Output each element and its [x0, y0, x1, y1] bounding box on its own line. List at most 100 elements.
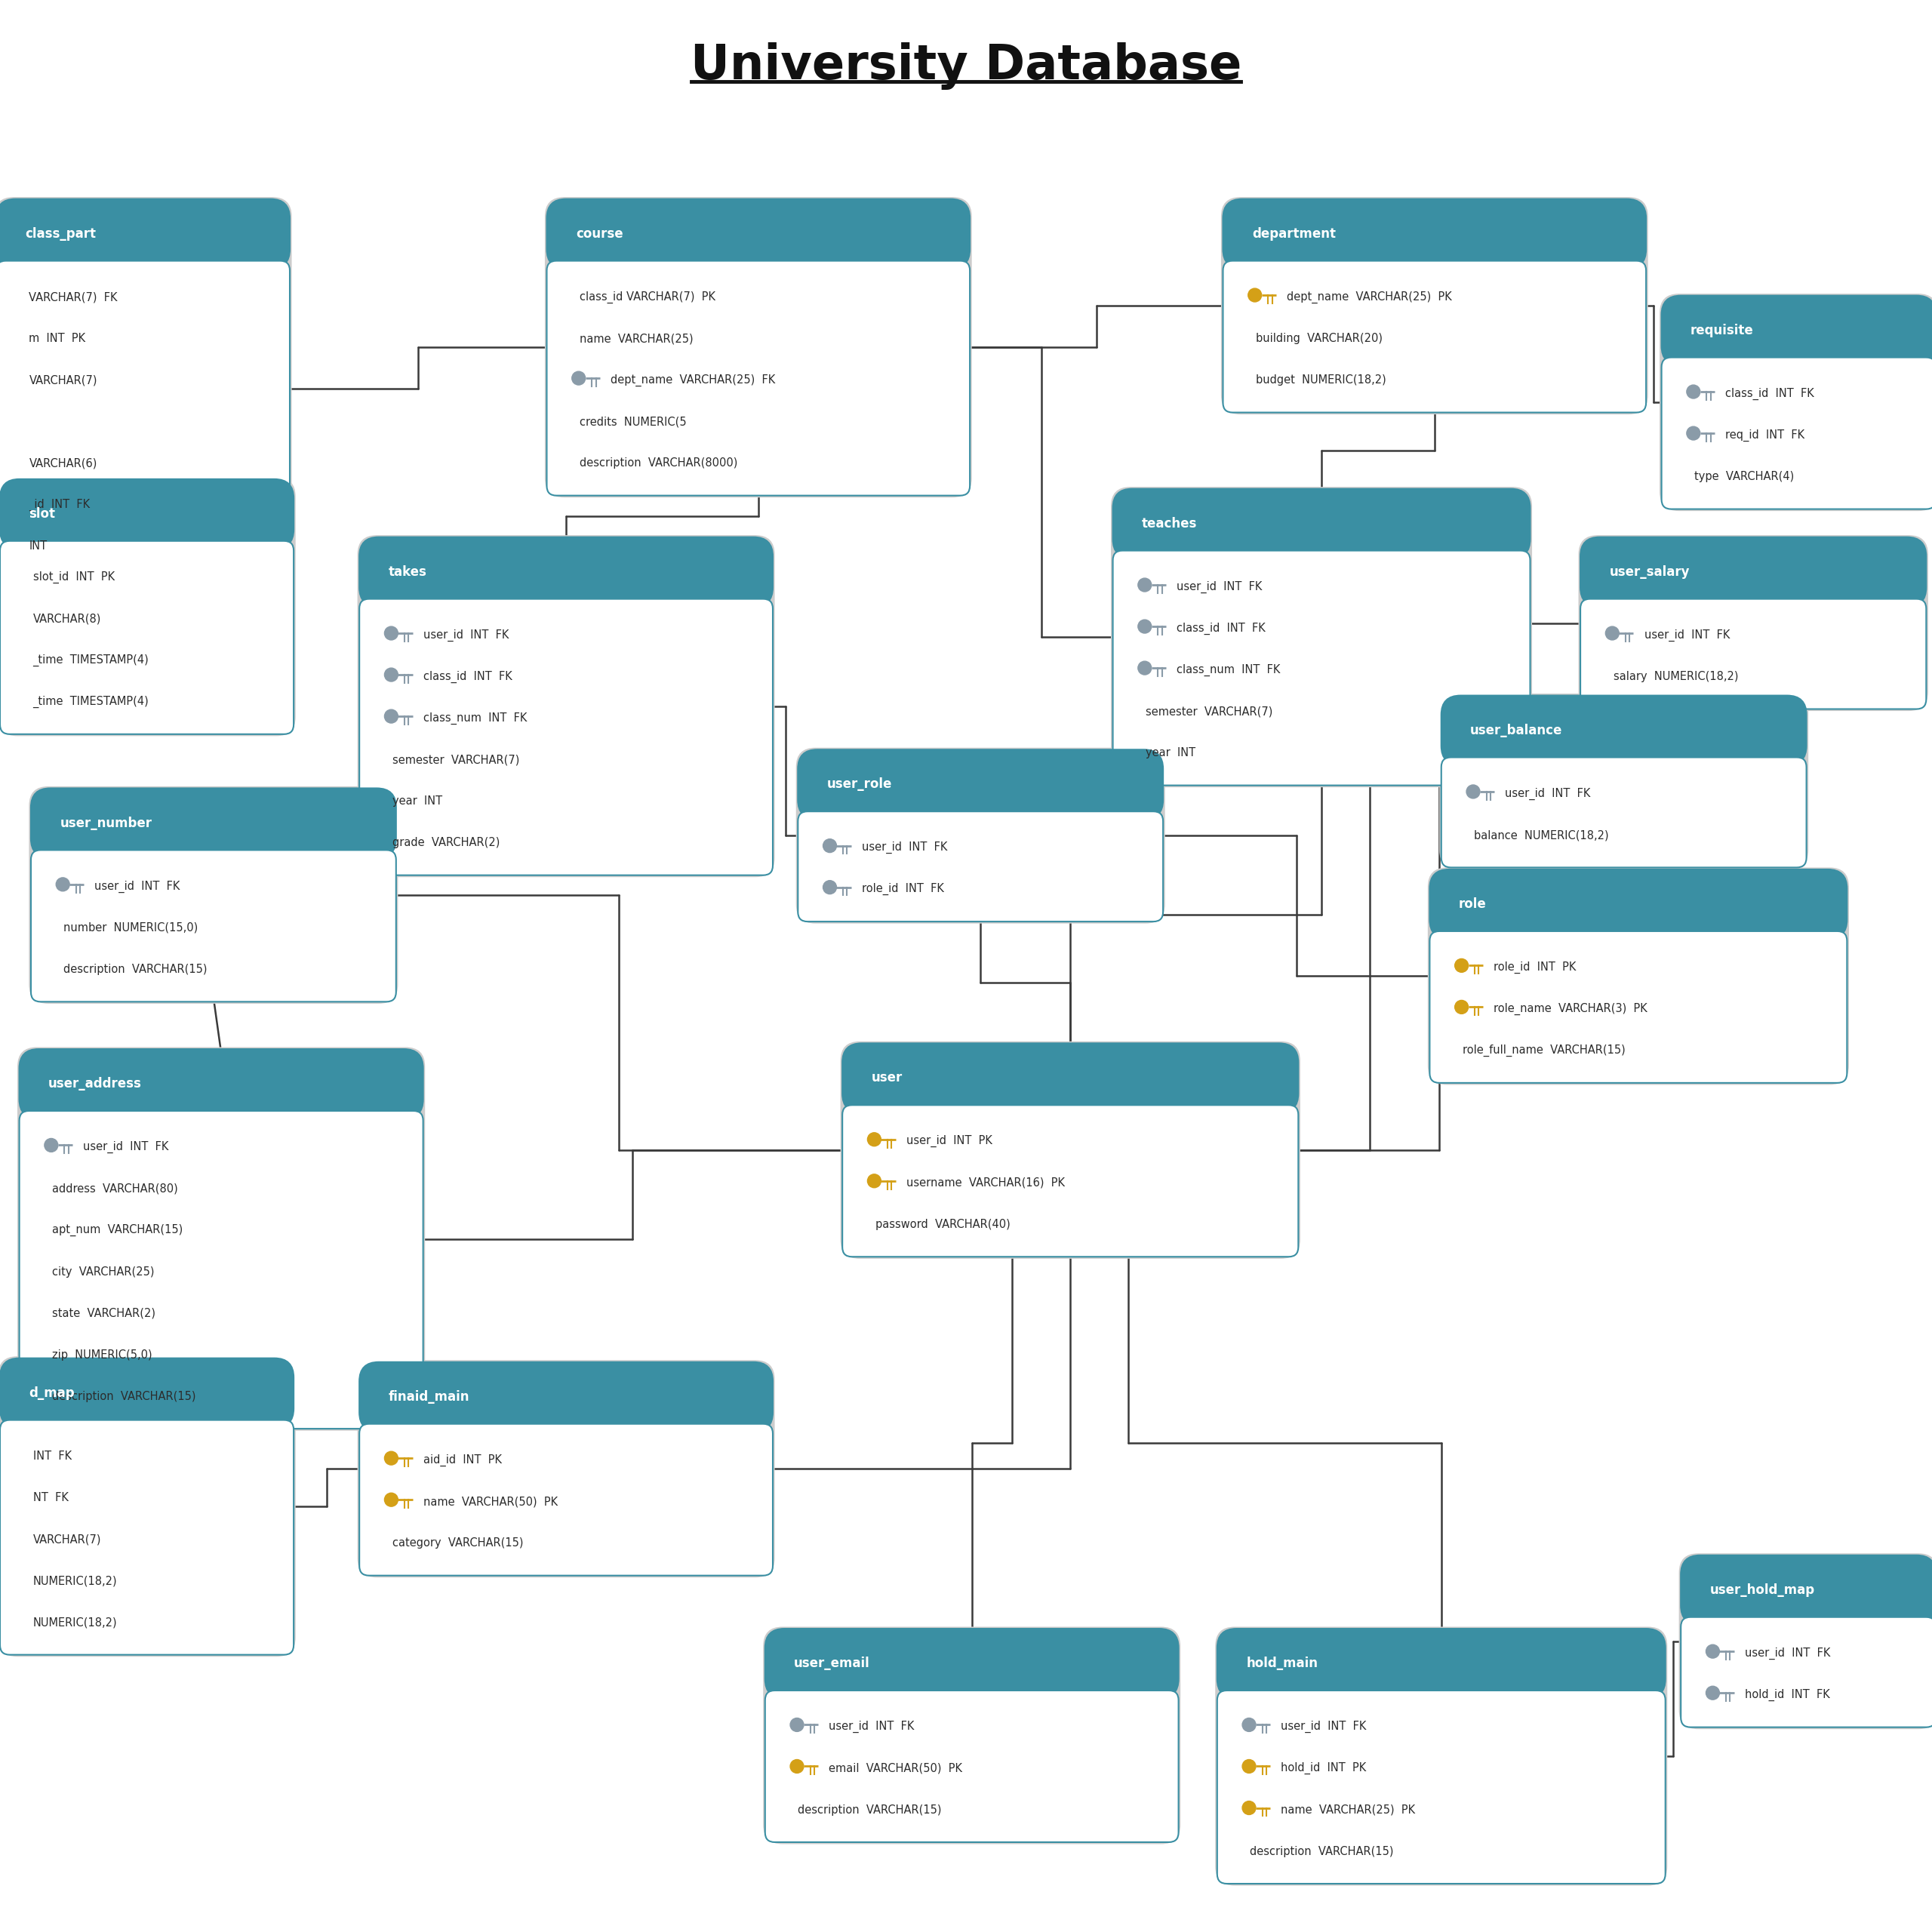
FancyBboxPatch shape	[0, 199, 290, 269]
Circle shape	[572, 371, 585, 384]
Text: number  NUMERIC(15,0): number NUMERIC(15,0)	[64, 922, 199, 933]
FancyBboxPatch shape	[359, 1362, 773, 1432]
Text: description  VARCHAR(8000): description VARCHAR(8000)	[580, 458, 738, 469]
Circle shape	[44, 1138, 58, 1151]
FancyBboxPatch shape	[842, 1043, 1298, 1113]
Text: username  VARCHAR(16)  PK: username VARCHAR(16) PK	[906, 1177, 1065, 1188]
Text: user_salary: user_salary	[1609, 564, 1690, 580]
FancyBboxPatch shape	[545, 197, 972, 498]
FancyBboxPatch shape	[798, 811, 1163, 922]
Text: INT: INT	[29, 541, 46, 553]
Text: name  VARCHAR(25): name VARCHAR(25)	[580, 332, 694, 344]
FancyBboxPatch shape	[842, 1105, 1298, 1258]
Circle shape	[1138, 620, 1151, 634]
FancyBboxPatch shape	[765, 1690, 1179, 1843]
Text: role_full_name  VARCHAR(15): role_full_name VARCHAR(15)	[1463, 1045, 1625, 1057]
FancyBboxPatch shape	[359, 1424, 773, 1577]
Text: VARCHAR(8): VARCHAR(8)	[33, 612, 100, 624]
FancyBboxPatch shape	[1662, 357, 1932, 510]
FancyBboxPatch shape	[359, 599, 773, 875]
Circle shape	[1248, 288, 1262, 301]
FancyBboxPatch shape	[796, 748, 1165, 923]
Circle shape	[867, 1175, 881, 1188]
Circle shape	[790, 1718, 804, 1731]
Circle shape	[867, 1132, 881, 1146]
FancyBboxPatch shape	[1223, 199, 1646, 269]
FancyBboxPatch shape	[1217, 1629, 1665, 1698]
FancyBboxPatch shape	[0, 1420, 294, 1654]
Text: budget  NUMERIC(18,2): budget NUMERIC(18,2)	[1256, 375, 1385, 386]
Text: description  VARCHAR(15): description VARCHAR(15)	[1250, 1845, 1393, 1857]
FancyBboxPatch shape	[1111, 487, 1532, 788]
Text: credits  NUMERIC(5: credits NUMERIC(5	[580, 415, 686, 427]
Text: class_num  INT  FK: class_num INT FK	[423, 713, 527, 724]
Text: finaid_main: finaid_main	[388, 1389, 469, 1405]
Circle shape	[1138, 661, 1151, 674]
Text: _time  TIMESTAMP(4): _time TIMESTAMP(4)	[33, 655, 149, 667]
Text: class_num  INT  FK: class_num INT FK	[1177, 665, 1281, 676]
Text: type  VARCHAR(4): type VARCHAR(4)	[1694, 471, 1795, 483]
Text: user_id  INT  FK: user_id INT FK	[1281, 1721, 1366, 1733]
FancyBboxPatch shape	[1660, 294, 1932, 512]
FancyBboxPatch shape	[1113, 489, 1530, 558]
Text: hold_id  INT  FK: hold_id INT FK	[1745, 1689, 1830, 1700]
FancyBboxPatch shape	[1217, 1690, 1665, 1884]
FancyBboxPatch shape	[0, 541, 294, 734]
Text: VARCHAR(7): VARCHAR(7)	[29, 375, 97, 386]
Text: name  VARCHAR(50)  PK: name VARCHAR(50) PK	[423, 1495, 558, 1507]
Text: semester  VARCHAR(7): semester VARCHAR(7)	[1146, 705, 1273, 717]
Text: user_hold_map: user_hold_map	[1710, 1582, 1814, 1598]
Text: name  VARCHAR(25)  PK: name VARCHAR(25) PK	[1281, 1804, 1416, 1816]
Text: class_id  INT  FK: class_id INT FK	[423, 670, 512, 682]
Text: teaches: teaches	[1142, 516, 1198, 531]
FancyBboxPatch shape	[357, 1360, 775, 1577]
Text: user_balance: user_balance	[1470, 723, 1563, 738]
Text: role_id  INT  FK: role_id INT FK	[862, 883, 945, 895]
Text: user_address: user_address	[48, 1076, 141, 1092]
Text: user_id  INT  FK: user_id INT FK	[862, 842, 947, 854]
Text: class_id VARCHAR(7)  PK: class_id VARCHAR(7) PK	[580, 292, 715, 303]
Text: address  VARCHAR(80): address VARCHAR(80)	[52, 1182, 178, 1194]
Text: dept_name  VARCHAR(25)  FK: dept_name VARCHAR(25) FK	[611, 375, 775, 386]
FancyBboxPatch shape	[17, 1047, 425, 1430]
Text: slot: slot	[29, 506, 56, 522]
Text: user: user	[871, 1070, 902, 1086]
Text: user_number: user_number	[60, 815, 153, 831]
Circle shape	[823, 838, 837, 852]
Text: user_id  INT  FK: user_id INT FK	[1644, 630, 1729, 641]
FancyBboxPatch shape	[0, 1358, 294, 1428]
FancyBboxPatch shape	[1215, 1627, 1667, 1886]
FancyBboxPatch shape	[1113, 551, 1530, 784]
Circle shape	[1706, 1644, 1719, 1658]
FancyBboxPatch shape	[29, 786, 398, 1005]
Text: dept_name  VARCHAR(25)  PK: dept_name VARCHAR(25) PK	[1287, 292, 1451, 303]
FancyBboxPatch shape	[1430, 931, 1847, 1082]
Text: year  INT: year INT	[1146, 748, 1196, 759]
Text: req_id  INT  FK: req_id INT FK	[1725, 429, 1804, 440]
FancyBboxPatch shape	[1578, 535, 1928, 711]
FancyBboxPatch shape	[547, 199, 970, 269]
FancyBboxPatch shape	[840, 1041, 1300, 1260]
Text: description  VARCHAR(15): description VARCHAR(15)	[798, 1804, 941, 1816]
Text: VARCHAR(7)  FK: VARCHAR(7) FK	[29, 292, 118, 303]
Text: email  VARCHAR(50)  PK: email VARCHAR(50) PK	[829, 1762, 962, 1774]
Circle shape	[384, 709, 398, 723]
FancyBboxPatch shape	[1580, 537, 1926, 607]
FancyBboxPatch shape	[1430, 869, 1847, 939]
Circle shape	[790, 1760, 804, 1774]
Text: hold_main: hold_main	[1246, 1656, 1318, 1671]
Text: course: course	[576, 226, 622, 242]
Text: state  VARCHAR(2): state VARCHAR(2)	[52, 1308, 156, 1320]
FancyBboxPatch shape	[0, 261, 290, 580]
Circle shape	[1242, 1760, 1256, 1774]
FancyBboxPatch shape	[359, 537, 773, 607]
Circle shape	[823, 881, 837, 895]
Text: requisite: requisite	[1690, 323, 1754, 338]
Circle shape	[1706, 1687, 1719, 1700]
Text: year  INT: year INT	[392, 796, 442, 808]
Circle shape	[1687, 384, 1700, 398]
Circle shape	[384, 668, 398, 682]
Circle shape	[1605, 626, 1619, 639]
Text: description  VARCHAR(15): description VARCHAR(15)	[64, 964, 207, 976]
Text: role_id  INT  PK: role_id INT PK	[1493, 962, 1577, 974]
